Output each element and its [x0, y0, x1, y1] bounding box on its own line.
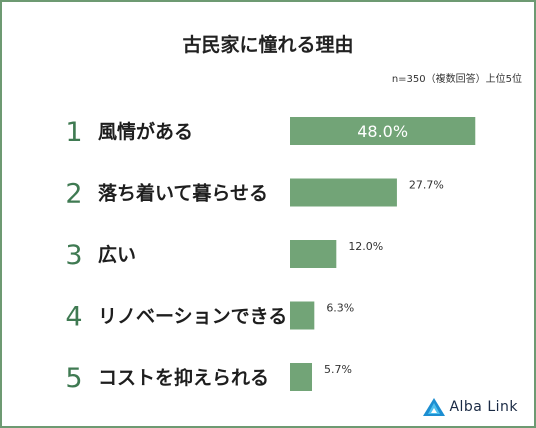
bar: [290, 240, 337, 268]
chart-title: 古民家に憧れる理由: [182, 34, 354, 56]
rank-number: 5: [65, 363, 82, 394]
alba-link-logo-icon: [423, 398, 446, 416]
value-label: 27.7%: [409, 179, 444, 192]
value-label: 5.7%: [324, 363, 352, 376]
bar: [290, 178, 397, 207]
sample-note: n=350（複数回答）上位5位: [391, 74, 522, 85]
rank-number: 1: [65, 117, 82, 148]
value-label: 48.0%: [357, 122, 408, 141]
rank-number: 3: [65, 240, 82, 271]
value-label: 12.0%: [348, 240, 383, 253]
category-label: 落ち着いて暮らせる: [98, 182, 268, 205]
bar: [290, 363, 313, 391]
category-label: 風情がある: [98, 120, 193, 143]
bar: [290, 301, 315, 330]
category-label: リノベーションできる: [98, 306, 287, 328]
brand-name: Alba Link: [449, 399, 518, 415]
bar: [290, 117, 476, 145]
category-label: 広い: [98, 243, 136, 266]
brand-logo: Alba Link: [423, 398, 518, 416]
rank-number: 2: [65, 179, 82, 210]
rank-number: 4: [65, 302, 82, 333]
value-label: 6.3%: [326, 302, 354, 315]
category-label: コストを抑えられる: [98, 367, 269, 389]
